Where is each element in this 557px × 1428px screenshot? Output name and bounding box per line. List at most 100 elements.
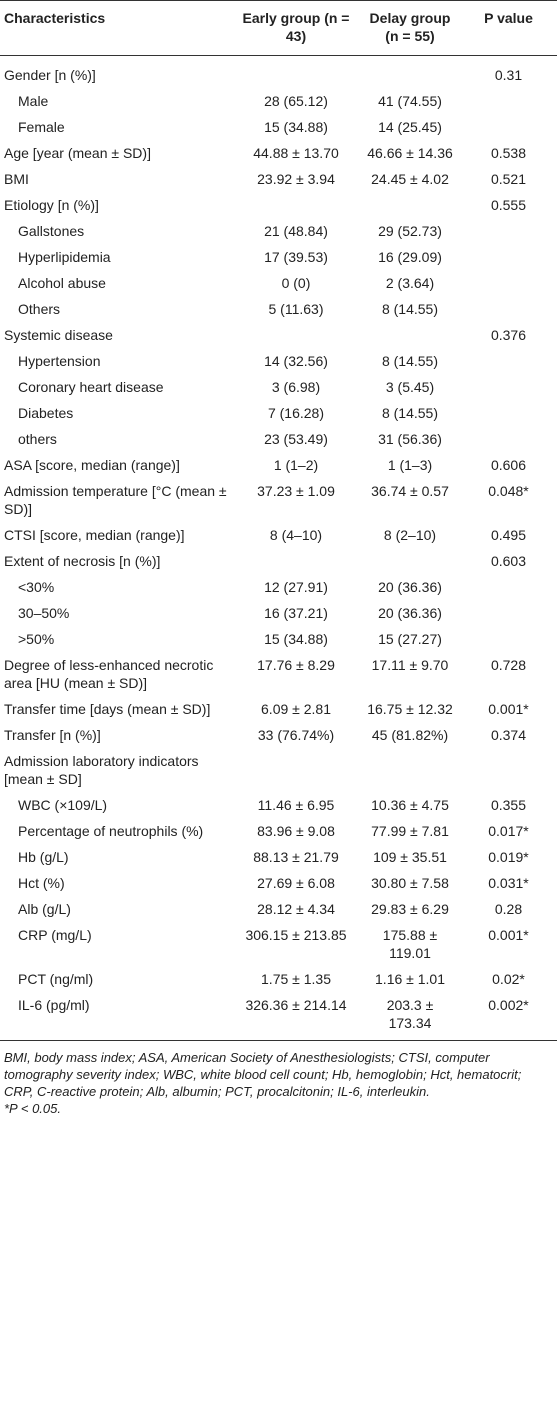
cell: 15 (34.88): [264, 631, 328, 647]
cell: 45 (81.82%): [371, 727, 449, 743]
row-label: Others: [18, 301, 61, 317]
cell: 27.69 ± 6.08: [257, 875, 335, 891]
cell: 0.538: [490, 145, 527, 161]
cell: 8 (2–10): [383, 527, 437, 543]
cell: [460, 400, 557, 426]
row-label: Admission temperature [°C (mean ± SD)]: [4, 483, 227, 517]
table-row: Diabetes 7 (16.28) 8 (14.55): [0, 400, 557, 426]
cell: 8 (14.55): [381, 405, 439, 421]
cell: 41 (74.55): [378, 93, 442, 109]
table-body: Gender [n (%)] 0.31 Male 28 (65.12) 41 (74.5…: [0, 56, 557, 1041]
table-row: IL-6 (pg/ml) 326.36 ± 214.14 203.3 ± 173.3…: [0, 992, 557, 1041]
cell: 0.495: [490, 527, 527, 543]
cell: 1.75 ± 1.35: [261, 971, 331, 987]
table-row: Etiology [n (%)] 0.555: [0, 192, 557, 218]
table-row: others 23 (53.49) 31 (56.36): [0, 426, 557, 452]
cell: 12 (27.91): [264, 579, 328, 595]
row-label: >50%: [18, 631, 55, 647]
cell: 37.23 ± 1.09: [257, 483, 335, 499]
row-label: IL-6 (pg/ml): [0, 992, 232, 1041]
cell: 11.46 ± 6.95: [257, 797, 335, 813]
cell: 23 (53.49): [264, 431, 328, 447]
cell: [460, 374, 557, 400]
cell: 0.555: [490, 197, 527, 213]
cell: 0.031*: [488, 875, 529, 891]
cell: [460, 88, 557, 114]
row-label: BMI: [4, 171, 29, 187]
cell: 29 (52.73): [378, 223, 442, 239]
cell: 0.31: [494, 67, 523, 83]
cell: 0.521: [490, 171, 527, 187]
table-row: Gender [n (%)] 0.31: [0, 56, 557, 89]
cell: 30.80 ± 7.58: [371, 875, 449, 891]
cell: 8 (4–10): [269, 527, 323, 543]
cell: 16 (37.21): [264, 605, 328, 621]
cell: 0.603: [490, 553, 527, 569]
cell: 31 (56.36): [378, 431, 442, 447]
row-label: Hct (%): [18, 875, 65, 891]
cell: [460, 748, 557, 792]
table-row: Systemic disease 0.376: [0, 322, 557, 348]
table-row: ASA [score, median (range)] 1 (1–2) 1 (1–3…: [0, 452, 557, 478]
cell: 10.36 ± 4.75: [371, 797, 449, 813]
cell: [460, 218, 557, 244]
cell: 77.99 ± 7.81: [371, 823, 449, 839]
cell: [460, 270, 557, 296]
cell: 0.048*: [488, 483, 529, 499]
cell: 306.15 ± 213.85: [245, 927, 347, 943]
table-row: Admission temperature [°C (mean ± SD)] 37…: [0, 478, 557, 522]
row-label: Female: [18, 119, 65, 135]
row-label: Gender [n (%)]: [4, 67, 96, 83]
table-row: Hyperlipidemia 17 (39.53) 16 (29.09): [0, 244, 557, 270]
row-label: CTSI [score, median (range)]: [4, 527, 185, 543]
table-row: Alcohol abuse 0 (0) 2 (3.64): [0, 270, 557, 296]
cell: [460, 574, 557, 600]
header-row: Characteristics Early group (n = 43) Del…: [0, 0, 557, 56]
cell: 16 (29.09): [378, 249, 442, 265]
cell: [232, 56, 360, 89]
row-label: Alb (g/L): [18, 901, 71, 917]
cell: 0.728: [490, 657, 527, 673]
row-label: Transfer [n (%)]: [4, 727, 101, 743]
cell: 2 (3.64): [385, 275, 435, 291]
cell: 23.92 ± 3.94: [257, 171, 335, 187]
row-label: WBC (×109/L): [18, 797, 108, 813]
row-label: Hyperlipidemia: [18, 249, 111, 265]
table-row: Female 15 (34.88) 14 (25.45): [0, 114, 557, 140]
cell: 3 (6.98): [271, 379, 321, 395]
cell: [460, 600, 557, 626]
row-label: PCT (ng/ml): [18, 971, 94, 987]
table-row: Transfer [n (%)] 33 (76.74%) 45 (81.82%) 0.…: [0, 722, 557, 748]
cell: [360, 56, 460, 89]
cell: 0.355: [490, 797, 527, 813]
row-label: Gallstones: [18, 223, 85, 239]
cell: 0.374: [490, 727, 527, 743]
cell: 28.12 ± 4.34: [257, 901, 335, 917]
cell: 326.36 ± 214.14: [232, 992, 360, 1041]
cell: 0.001*: [488, 701, 529, 717]
header-cell: P value: [460, 0, 557, 56]
cell: [460, 244, 557, 270]
header-cell: Characteristics: [0, 0, 232, 56]
cell: 17.11 ± 9.70: [371, 657, 449, 673]
table-row: >50% 15 (34.88) 15 (27.27): [0, 626, 557, 652]
table-row: Gallstones 21 (48.84) 29 (52.73): [0, 218, 557, 244]
cell: 175.88 ± 119.01: [382, 927, 438, 961]
cell: 46.66 ± 14.36: [367, 145, 453, 161]
row-label: Admission laboratory indicators [mean ± …: [4, 753, 199, 787]
cell: 44.88 ± 13.70: [253, 145, 339, 161]
table-row: Alb (g/L) 28.12 ± 4.34 29.83 ± 6.29 0.28: [0, 896, 557, 922]
cell: [360, 192, 460, 218]
cell: [232, 748, 360, 792]
table-row: Hct (%) 27.69 ± 6.08 30.80 ± 7.58 0.031*: [0, 870, 557, 896]
cell: [360, 322, 460, 348]
table-row: Hb (g/L) 88.13 ± 21.79 109 ± 35.51 0.019*: [0, 844, 557, 870]
cell: 109 ± 35.51: [373, 849, 447, 865]
cell: 6.09 ± 2.81: [261, 701, 331, 717]
cell: [232, 548, 360, 574]
row-label: <30%: [18, 579, 55, 595]
cell: 1 (1–3): [387, 457, 433, 473]
cell: 15 (27.27): [378, 631, 442, 647]
row-label: Diabetes: [18, 405, 74, 421]
cell: 0.002*: [460, 992, 557, 1041]
